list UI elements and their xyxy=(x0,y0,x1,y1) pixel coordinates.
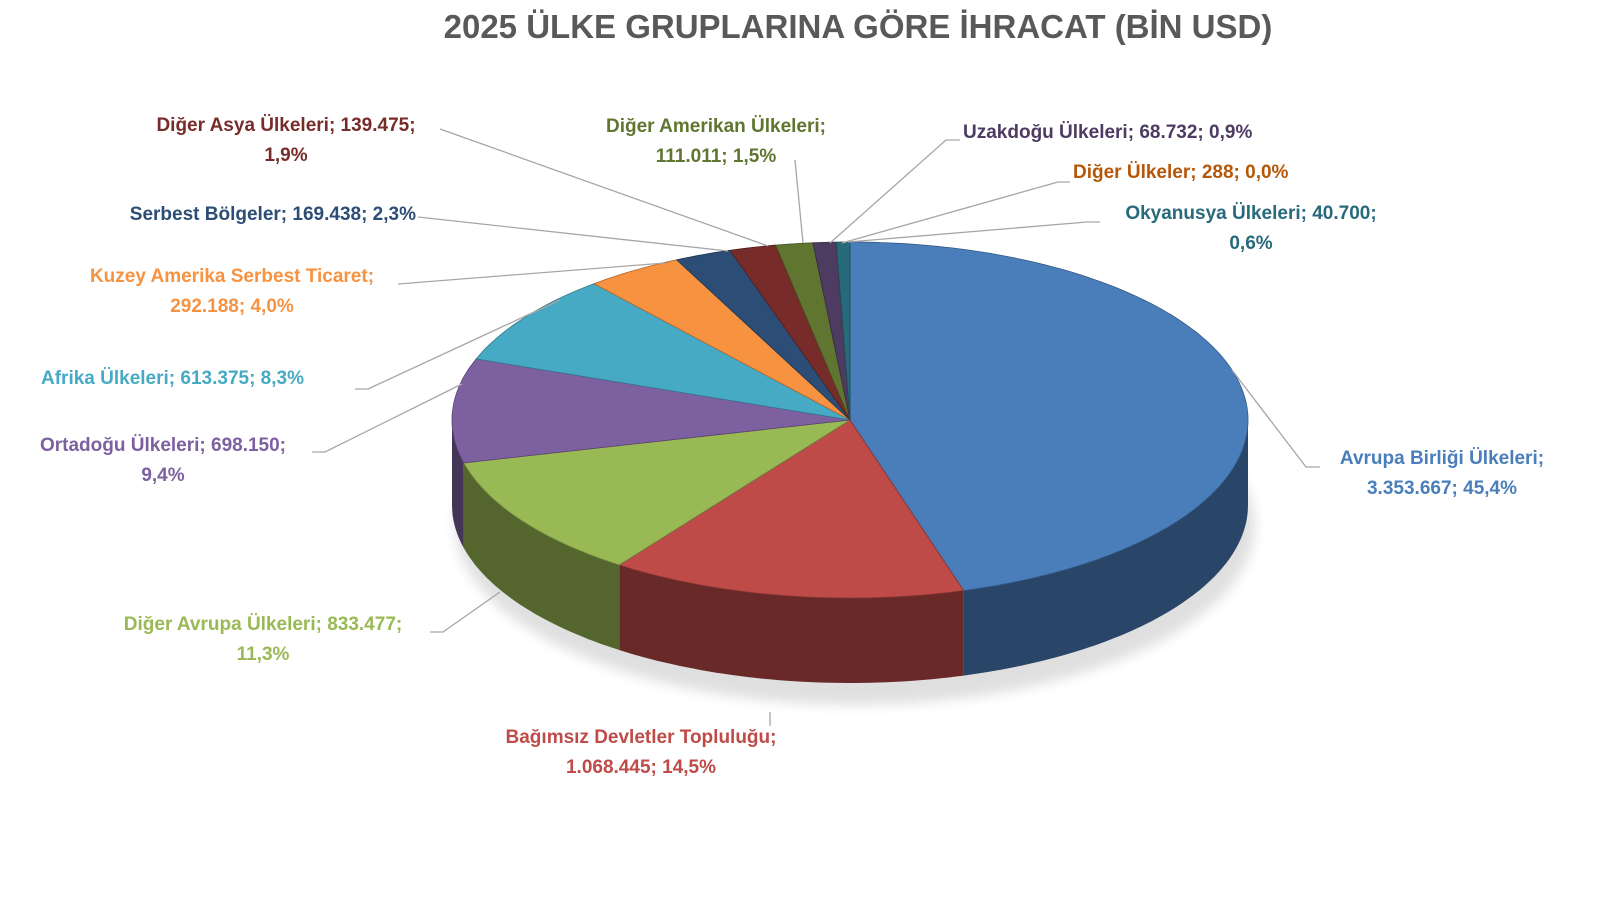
pie-slice-bağımsız-devletler-topluluğu xyxy=(618,419,965,599)
data-label-uzakdogu: Uzakdoğu Ülkeleri; 68.732; 0,9% xyxy=(963,122,1253,143)
pie-side-diğer-avrupa-ülkeleri xyxy=(463,462,620,650)
data-label-okyanusya: Okyanusya Ülkeleri; 40.700; 0,6% xyxy=(1125,203,1377,254)
leader-lines xyxy=(312,128,1320,726)
pie-slice-diğer-amerikan-ülkeleri xyxy=(775,242,851,421)
leader-line xyxy=(312,383,463,453)
data-label-ortadogu: Ortadoğu Ülkeleri; 698.150; 9,4% xyxy=(39,435,287,486)
leader-line xyxy=(847,221,1100,243)
leader-line xyxy=(1231,369,1320,468)
data-label-bagimsiz-devletler: Bağımsız Devletler Topluluğu; 1.068.445; … xyxy=(505,727,777,778)
pie-side-bağımsız-devletler-topluluğu xyxy=(619,565,964,683)
pie-slice-diğer-asya-ülkeleri xyxy=(729,244,851,421)
pie-slice-avrupa-birliği-ülkeleri xyxy=(849,241,1249,592)
pie-side-avrupa-birliği-ülkeleri xyxy=(963,420,1248,676)
data-label-diger-amerikan: Diğer Amerikan Ülkeleri; 111.011; 1,5% xyxy=(606,116,826,167)
pie-side-ortadoğu-ülkeleri xyxy=(452,420,464,548)
data-label-diger-ulkeler: Diğer Ülkeler; 288; 0,0% xyxy=(1073,162,1289,183)
leader-line xyxy=(430,591,501,633)
data-label-avrupa-birligi: Avrupa Birliği Ülkeleri; 3.353.667; 45,4% xyxy=(1339,448,1545,499)
pie-slice-kuzey-amerika-serbest-ticaret xyxy=(593,259,851,421)
data-label-diger-asya: Diğer Asya Ülkeleri; 139.475; 1,9% xyxy=(156,115,416,166)
leader-line xyxy=(417,216,729,252)
leader-line xyxy=(829,139,960,244)
leader-line xyxy=(397,262,666,285)
chart-title: 2025 ÜLKE GRUPLARINA GÖRE İHRACAT (BİN U… xyxy=(443,8,1273,45)
data-label-diger-avrupa: Diğer Avrupa Ülkeleri; 833.477; 11,3% xyxy=(123,614,403,665)
pie-slice-afrika-ülkeleri xyxy=(475,283,851,421)
leader-line xyxy=(355,299,561,390)
data-label-serbest-bolgeler: Serbest Bölgeler; 169.438; 2,3% xyxy=(129,204,416,225)
pie-slice-okyanusya-ülkeleri xyxy=(835,241,851,421)
leader-line xyxy=(439,128,769,247)
pie-slice-diğer-avrupa-ülkeleri xyxy=(463,419,851,566)
data-label-afrika: Afrika Ülkeleri; 613.375; 8,3% xyxy=(41,368,304,389)
data-label-kuzey-amerika: Kuzey Amerika Serbest Ticaret; 292.188; 4… xyxy=(89,266,375,317)
pie-slice-ortadoğu-ülkeleri xyxy=(451,358,851,464)
leader-line xyxy=(841,181,1070,244)
leader-line xyxy=(794,159,804,244)
